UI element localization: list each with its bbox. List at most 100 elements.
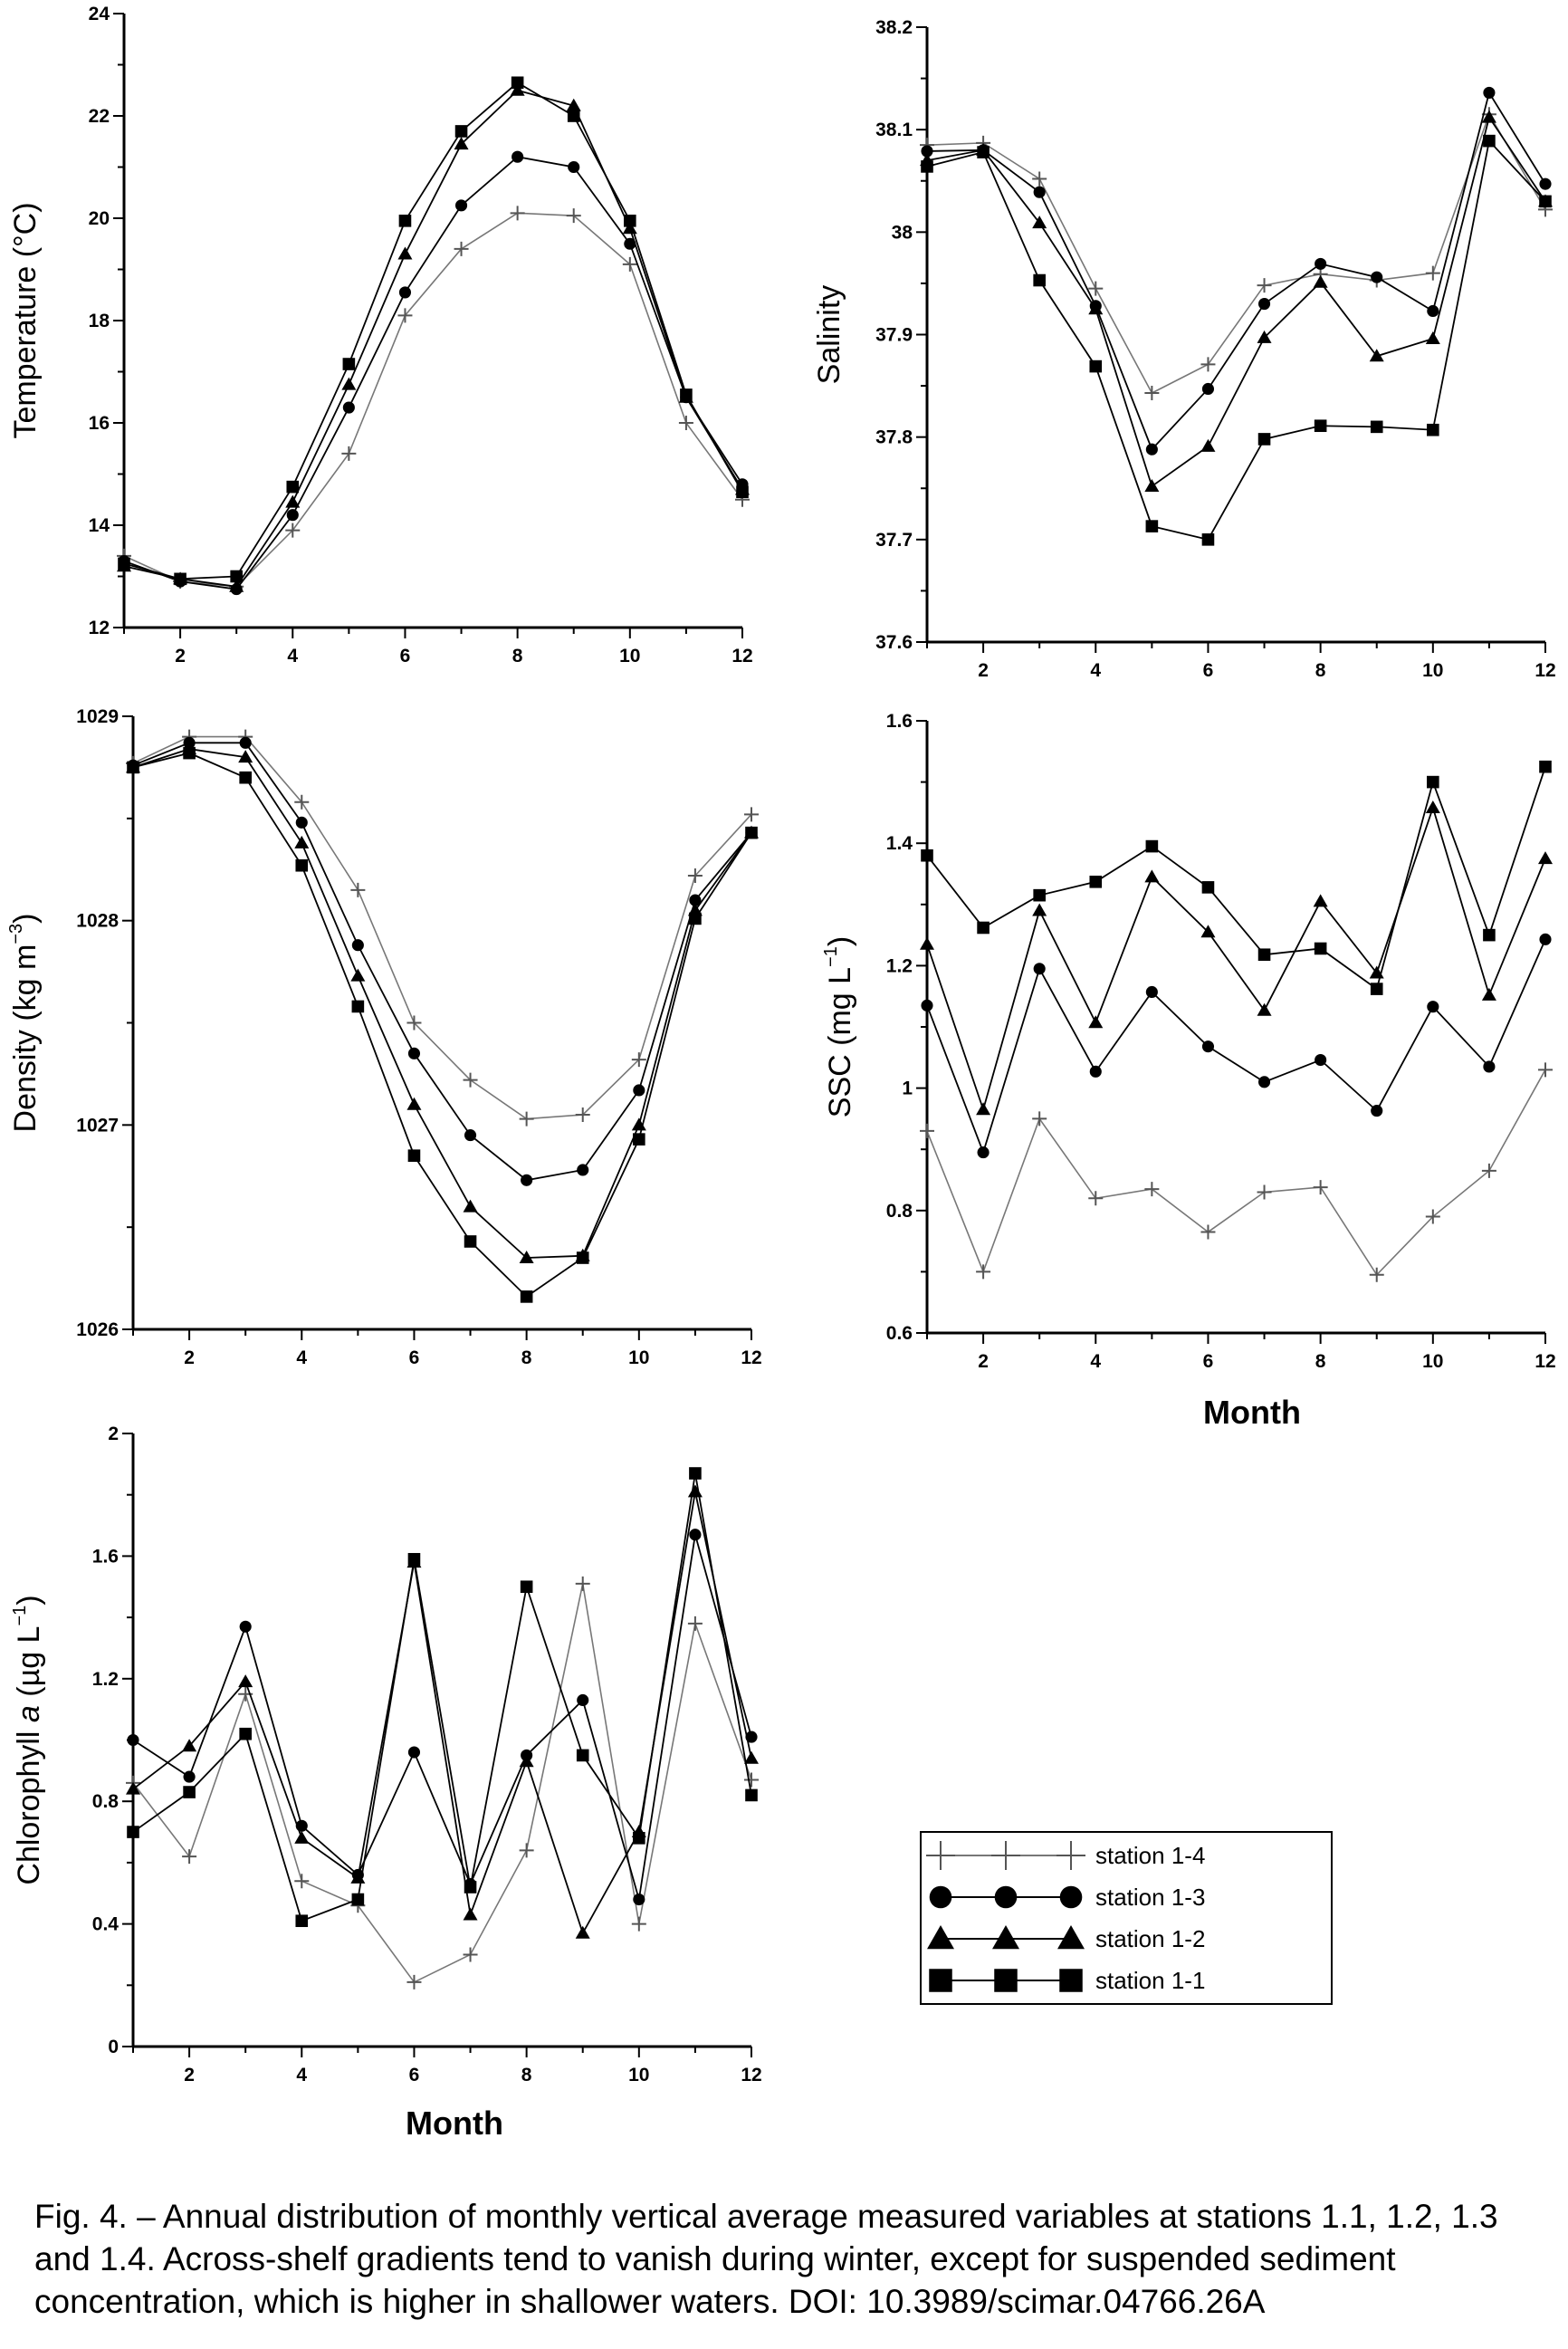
ssc-series-line [926,766,1546,991]
salinity-data-point [977,146,990,158]
chlorophyll-data-point [519,1754,534,1768]
chlorophyll-data-point [183,1786,196,1798]
chlorophyll-data-point [745,1731,758,1743]
density-x-tick-label: 4 [296,1347,307,1368]
chlorophyll-data-point [633,1832,645,1845]
chlorophyll-data-point [576,1749,589,1762]
density-data-point [183,746,196,760]
chlorophyll-data-point [407,1746,421,1759]
chlorophyll-data-point [575,1576,590,1591]
density-series-line [132,735,752,1120]
density-data-point [350,882,366,897]
temperature-data-point [454,199,468,212]
temperature-y-tick-label: 18 [89,311,110,331]
density-data-point [689,894,702,906]
ssc-data-point [1315,1053,1327,1067]
ssc-data-point [1481,1163,1496,1178]
salinity-data-point [1369,349,1384,362]
ssc-data-point [920,1123,934,1138]
density-data-point [464,1235,477,1248]
temperature-data-point [680,388,693,401]
salinity-data-point [1201,533,1215,546]
temperature-y-tick-label: 16 [89,413,110,434]
legend-label: station 1-2 [1095,1925,1205,1952]
density-data-point [351,1000,365,1013]
salinity-x-tick-label: 12 [1535,660,1555,681]
legend-marker [994,1885,1018,1909]
ssc-data-point [1144,1182,1160,1197]
salinity-data-point [1257,330,1272,343]
legend-label: station 1-3 [1095,1884,1205,1911]
salinity-y-tick-label: 37.7 [875,530,913,551]
ssc-data-point [976,1264,991,1280]
temperature-data-point [566,208,581,224]
chlorophyll-series-station-1-1 [127,1467,758,1928]
legend-marker [992,1925,1019,1950]
salinity-data-point [1088,302,1104,315]
salinity-data-point [1425,331,1440,345]
salinity-y-tick-label: 37.9 [875,325,913,346]
temperature-data-point [624,237,636,250]
ssc-data-point [977,1146,990,1159]
chlorophyll-y-tick-label: 0.8 [92,1791,120,1812]
density-data-point [127,761,139,774]
salinity-data-point [1200,438,1216,452]
temperature-data-point [568,160,580,174]
chlorophyll-data-point [183,1770,196,1783]
ssc-x-tick-label: 2 [978,1351,989,1372]
density-y-tick-label: 1026 [76,1319,119,1340]
ssc-data-point [1257,1076,1271,1088]
ssc-series-station-1-3 [921,933,1552,1159]
density-x-tick-label: 12 [741,1347,761,1368]
density-data-point [631,1052,646,1068]
density-data-point [407,1047,421,1059]
temperature-data-point [511,76,524,90]
ssc-x-tick-label: 4 [1090,1351,1101,1372]
chlorophyll-series-station-1-3 [127,1529,758,1906]
salinity-series-line [926,139,1546,541]
chlorophyll-data-point [463,1907,478,1921]
salinity-data-point [1145,520,1159,532]
ssc-data-point [1089,875,1103,888]
temperature-y-tick-label: 12 [89,618,110,638]
ssc-data-point [1427,775,1439,789]
ssc-data-point [920,936,934,950]
chlorophyll-data-point [687,1484,703,1498]
ssc-data-point [1425,1209,1440,1224]
chlorophyll-x-tick-label: 12 [741,2065,761,2085]
temperature-x-tick-label: 12 [731,646,752,666]
ssc-data-point [1257,1184,1272,1200]
chlorophyll-series-line [132,1472,752,1922]
ssc-data-point [1539,933,1552,945]
chlorophyll-data-point [633,1893,645,1906]
temperature-x-tick-label: 2 [175,646,186,666]
chlorophyll-series-line [132,1583,752,1983]
salinity-series-station-1-4 [920,107,1553,401]
chlorophyll-data-point [519,1843,534,1858]
legend: station 1-4 station 1-3 station 1-2 station… [920,1831,1333,2005]
ssc-data-point [921,999,933,1012]
ssc-data-point [1032,903,1047,916]
ssc-data-point [1200,925,1216,938]
ssc-data-point [1088,1015,1104,1029]
legend-marker [1057,1925,1085,1950]
salinity-data-point [1033,186,1046,198]
temperature-data-point [285,494,301,508]
chlorophyll-data-point [744,1772,759,1788]
chlorophyll-x-axis-label: Month [406,2105,503,2142]
density-data-point [351,939,364,952]
chlorophyll-series-line [132,1534,752,1900]
legend-item-station-1-2: station 1-2 [927,1925,1205,1952]
density-data-point [406,1097,422,1110]
salinity-data-point [1539,177,1552,190]
legend-marker [994,1969,1018,1992]
chlorophyll-data-point [182,1739,197,1752]
density-series-line [132,752,752,1299]
density-data-point [519,1111,534,1127]
salinity-data-point [1315,257,1327,270]
temperature-data-point [174,572,186,586]
salinity-y-tick-label: 38.2 [875,17,913,38]
temperature-data-point [118,557,130,570]
